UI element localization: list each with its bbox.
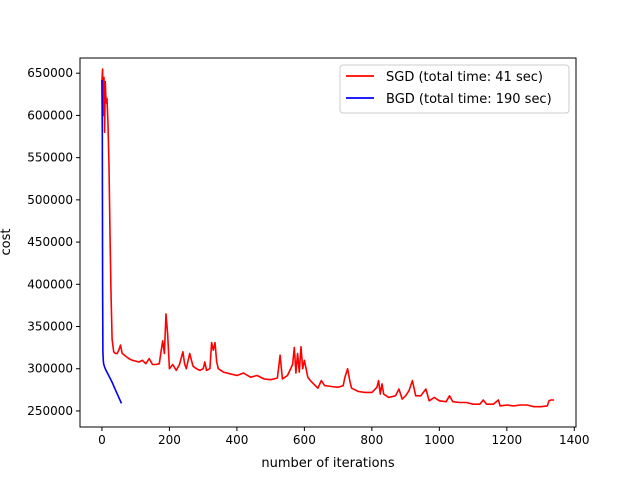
legend: SGD (total time: 41 sec) BGD (total time… [339, 64, 570, 114]
series-line-sgd [101, 68, 555, 408]
y-tick-label: 250000 [27, 404, 73, 418]
x-tick-label: 1000 [424, 433, 455, 447]
series-line-bgd [101, 79, 123, 404]
y-tick-label: 550000 [27, 151, 73, 165]
x-tick-label: 1200 [492, 433, 523, 447]
x-tick-label: 800 [360, 433, 383, 447]
y-tick-label: 350000 [27, 320, 73, 334]
x-tick-label: 400 [225, 433, 248, 447]
legend-label-bgd: BGD (total time: 190 sec) [386, 92, 552, 107]
y-tick-label: 500000 [27, 193, 73, 207]
x-axis-label: number of iterations [261, 456, 394, 471]
y-tick-label: 400000 [27, 277, 73, 291]
y-tick-label: 650000 [27, 66, 73, 80]
x-tick-label: 0 [98, 433, 106, 447]
y-axis-label: cost [0, 229, 14, 256]
legend-label-sgd: SGD (total time: 41 sec) [386, 70, 543, 85]
plot-lines [101, 68, 555, 408]
y-tick-label: 450000 [27, 235, 73, 249]
x-tick-label: 200 [158, 433, 181, 447]
x-axis-ticks: 0 200 400 600 800 1000 1200 1400 [98, 427, 590, 447]
y-tick-label: 300000 [27, 362, 73, 376]
legend-box [339, 64, 570, 114]
plot-frame [79, 57, 577, 428]
y-axis-ticks: 250000 300000 350000 400000 450000 500000 5500… [27, 66, 80, 418]
y-tick-label: 600000 [27, 108, 73, 122]
x-tick-label: 600 [293, 433, 316, 447]
x-tick-label: 1400 [559, 433, 590, 447]
